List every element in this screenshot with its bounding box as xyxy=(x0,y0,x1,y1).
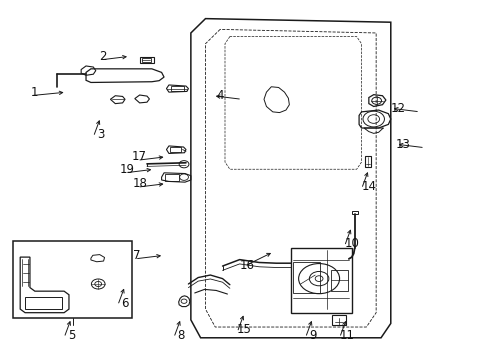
Bar xyxy=(330,270,347,291)
Text: 12: 12 xyxy=(390,102,405,115)
Text: 19: 19 xyxy=(120,163,135,176)
Bar xyxy=(365,156,370,167)
Text: 16: 16 xyxy=(239,259,254,272)
Bar xyxy=(13,241,132,318)
Text: 1: 1 xyxy=(31,86,39,99)
Text: 7: 7 xyxy=(133,249,141,262)
Text: 13: 13 xyxy=(395,138,409,150)
Bar xyxy=(171,86,183,91)
Text: 5: 5 xyxy=(67,329,75,342)
Bar xyxy=(140,57,154,63)
Text: 8: 8 xyxy=(177,329,184,342)
Bar xyxy=(142,58,151,62)
Text: 2: 2 xyxy=(99,50,106,63)
Bar xyxy=(331,315,345,325)
Text: 10: 10 xyxy=(344,237,359,250)
Text: 3: 3 xyxy=(97,128,104,141)
Bar xyxy=(170,147,181,152)
Bar xyxy=(164,174,179,181)
Bar xyxy=(293,262,320,293)
Text: 14: 14 xyxy=(361,180,376,193)
Text: 18: 18 xyxy=(132,177,147,190)
Text: 9: 9 xyxy=(308,329,316,342)
Text: 15: 15 xyxy=(237,323,251,336)
Bar xyxy=(351,211,357,214)
Text: 4: 4 xyxy=(216,89,224,102)
Bar xyxy=(290,248,351,313)
Text: 11: 11 xyxy=(339,329,354,342)
Text: 6: 6 xyxy=(121,297,128,310)
Bar xyxy=(25,297,61,309)
Text: 17: 17 xyxy=(132,150,147,163)
